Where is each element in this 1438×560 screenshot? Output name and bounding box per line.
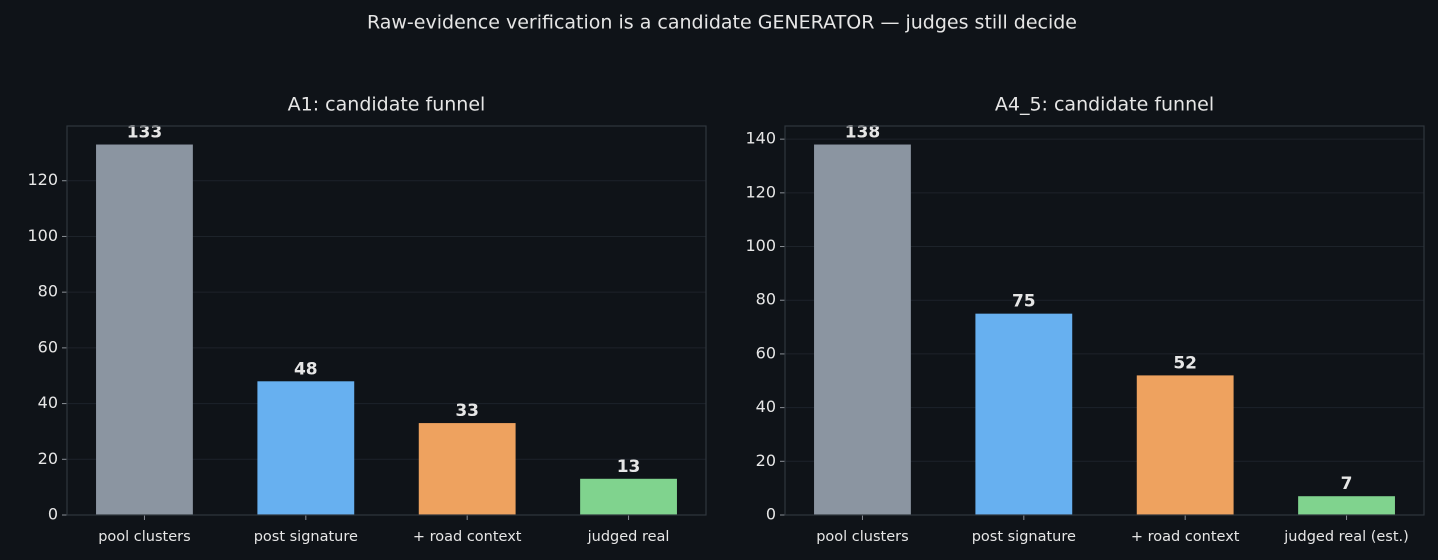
data-label: 48 <box>294 359 318 379</box>
data-label: 52 <box>1173 353 1197 373</box>
bar <box>975 313 1073 515</box>
y-tick-label: 0 <box>48 505 58 524</box>
data-label: 33 <box>455 401 479 421</box>
y-tick-label: 40 <box>756 397 776 416</box>
y-tick-label: 100 <box>745 236 776 255</box>
x-tick-label: judged real (est.) <box>1283 529 1409 545</box>
y-tick-label: 60 <box>38 337 58 356</box>
x-tick-label: post signature <box>254 529 358 545</box>
y-tick-label: 80 <box>756 290 776 309</box>
chart-title: A1: candidate funnel <box>288 94 486 116</box>
y-tick-label: 20 <box>756 451 776 470</box>
y-tick-label: 20 <box>38 449 58 468</box>
bar <box>1298 496 1395 515</box>
x-tick-label: pool clusters <box>816 529 908 545</box>
y-tick-label: 100 <box>27 226 58 245</box>
x-tick-label: + road context <box>1131 529 1240 545</box>
x-tick-label: + road context <box>413 529 522 545</box>
chart-title: A4_5: candidate funnel <box>995 94 1214 116</box>
data-label: 133 <box>127 123 163 143</box>
y-tick-label: 120 <box>27 170 58 189</box>
axes-frame <box>66 125 707 516</box>
y-tick-label: 40 <box>38 393 58 412</box>
data-label: 75 <box>1012 292 1036 312</box>
bar <box>1136 375 1234 515</box>
x-tick-label: post signature <box>972 529 1076 545</box>
data-label: 7 <box>1341 474 1353 494</box>
data-label: 138 <box>845 123 881 143</box>
bar <box>814 144 911 515</box>
y-tick-label: 120 <box>745 182 776 201</box>
bar <box>580 478 677 515</box>
y-tick-label: 80 <box>38 282 58 301</box>
y-tick-label: 140 <box>745 129 776 148</box>
figure-title: Raw-evidence verification is a candidate… <box>367 12 1077 34</box>
x-tick-label: judged real <box>587 529 670 545</box>
axes-frame <box>784 125 1425 516</box>
bar <box>418 423 516 515</box>
x-tick-label: pool clusters <box>98 529 190 545</box>
bar <box>257 381 355 515</box>
bar <box>96 144 193 515</box>
y-tick-label: 0 <box>766 505 776 524</box>
y-tick-label: 60 <box>756 343 776 362</box>
data-label: 13 <box>617 457 641 477</box>
